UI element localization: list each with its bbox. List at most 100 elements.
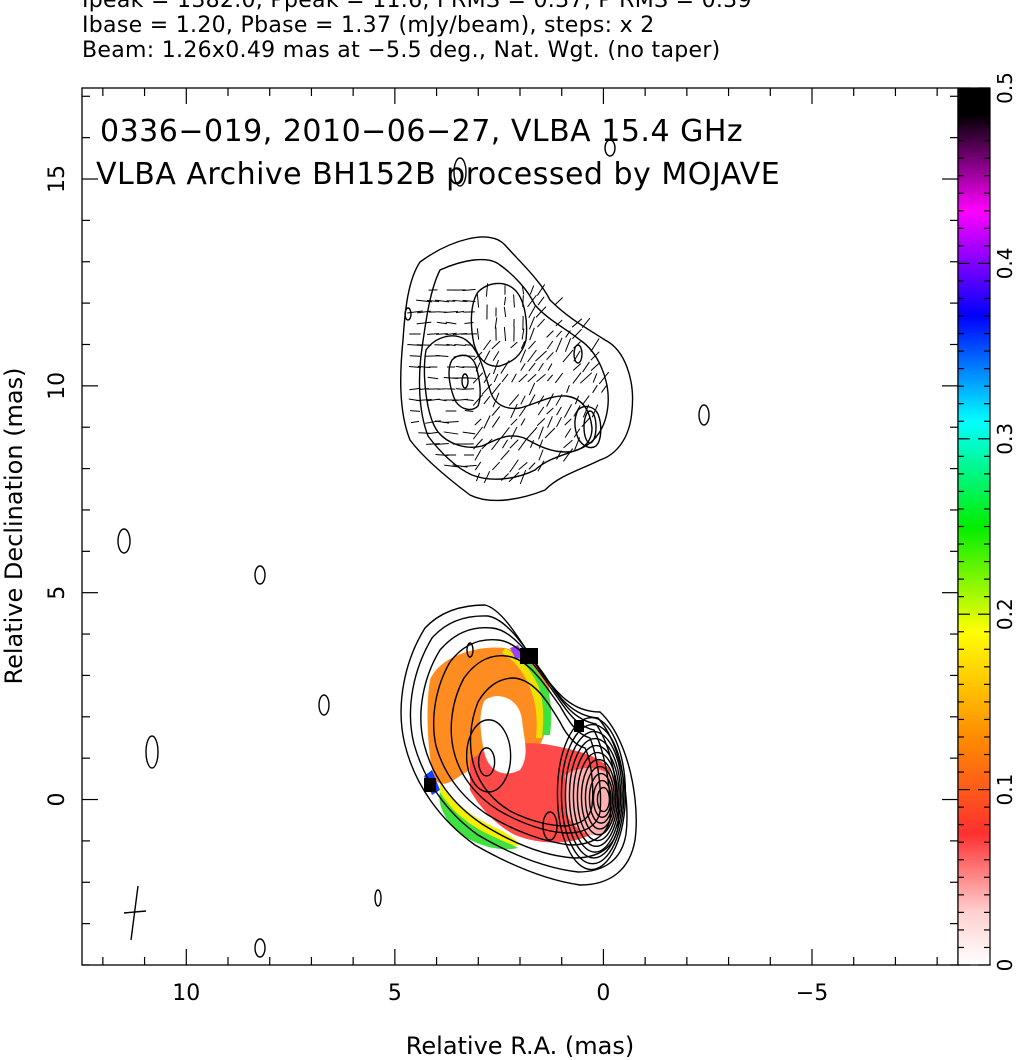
header-line-3: Beam: 1.26x0.49 mas at −5.5 deg., Nat. W… — [82, 38, 721, 63]
evpa-vector — [435, 442, 449, 446]
evpa-vector — [426, 398, 440, 402]
evpa-vector — [518, 437, 528, 451]
evpa-vector — [562, 349, 574, 363]
header-line-2: Ibase = 1.20, Pbase = 1.37 (mJy/beam), s… — [82, 13, 655, 38]
evpa-vector — [483, 415, 491, 429]
evpa-vector — [590, 338, 600, 352]
y-axis-ticks — [82, 95, 958, 966]
evpa-vector — [546, 330, 554, 338]
evpa-vector — [444, 311, 458, 313]
jet-knot-contour — [465, 719, 512, 793]
evpa-vector — [510, 403, 518, 419]
evpa-vector — [482, 339, 492, 351]
evpa-vector — [410, 420, 420, 424]
total-intensity-contours — [117, 139, 710, 958]
y-tick-label: 5 — [45, 586, 70, 600]
noise-contour — [404, 307, 412, 321]
evpa-vector — [563, 404, 573, 418]
evpa-vector — [417, 365, 431, 369]
evpa-vector — [483, 372, 491, 384]
evpa-vector — [475, 362, 481, 372]
evpa-vector — [485, 283, 489, 297]
evpa-vector — [528, 394, 536, 406]
evpa-vector — [537, 460, 545, 472]
evpa-vector — [509, 459, 519, 473]
evpa-vector — [592, 384, 598, 394]
evpa-vector — [573, 405, 581, 417]
evpa-vector — [537, 406, 545, 416]
evpa-vector — [536, 284, 546, 296]
x-tick-label: −5 — [796, 981, 828, 1006]
evpa-vector — [416, 398, 432, 402]
x-tick-label: 10 — [172, 981, 200, 1006]
evpa-vector — [409, 355, 421, 357]
evpa-vector — [501, 439, 509, 449]
evpa-vector — [582, 404, 590, 418]
evpa-vector — [556, 450, 562, 460]
core-contour — [572, 744, 620, 848]
evpa-vector — [554, 372, 564, 384]
evpa-vector — [529, 439, 535, 449]
northern-component-contour — [574, 405, 602, 449]
evpa-vector — [443, 431, 459, 435]
noise-contour — [254, 565, 266, 585]
x-axis-ticks — [102, 88, 938, 965]
evpa-vector — [464, 399, 474, 401]
evpa-vector — [526, 426, 538, 440]
colorbar-tick-label: 0.1 — [993, 774, 1017, 806]
evpa-vector — [492, 351, 500, 361]
evpa-vector — [519, 469, 527, 485]
evpa-vector — [462, 377, 476, 379]
evpa-vector — [492, 392, 500, 408]
northern-component-contour — [423, 335, 593, 453]
evpa-vector — [555, 330, 563, 338]
evpa-vector — [582, 361, 590, 373]
evpa-vector — [572, 363, 582, 371]
evpa-vector — [409, 387, 421, 391]
plot-title-line-1: 0336−019, 2010−06−27, VLBA 15.4 GHz — [100, 114, 743, 149]
evpa-vector — [562, 448, 574, 462]
noise-contour — [145, 735, 159, 769]
evpa-vector — [537, 395, 545, 405]
evpa-vector — [407, 310, 423, 314]
evpa-vector — [462, 299, 476, 303]
evpa-vector — [527, 373, 537, 383]
evpa-vector — [555, 394, 563, 406]
evpa-vector — [501, 473, 509, 481]
evpa-vector — [564, 418, 572, 426]
evpa-vector — [581, 317, 591, 329]
evpa-vector — [491, 340, 501, 350]
evpa-vector — [461, 464, 477, 468]
evpa-vector — [483, 470, 491, 484]
evpa-vector — [474, 449, 482, 461]
evpa-vector — [476, 294, 480, 308]
evpa-vector — [426, 333, 440, 335]
evpa-vector — [491, 382, 501, 396]
evpa-vector — [573, 341, 581, 349]
evpa-vector — [555, 337, 563, 353]
colorbar-tick-label: 0.4 — [993, 247, 1017, 279]
core-contour — [564, 730, 623, 859]
evpa-vector — [566, 385, 570, 393]
evpa-vector — [473, 351, 483, 361]
evpa-vector — [546, 374, 554, 382]
y-axis-label: Relative Declination (mas) — [0, 367, 28, 684]
northern-component-contour — [418, 258, 609, 480]
evpa-vector — [547, 416, 553, 428]
evpa-vector — [528, 462, 536, 470]
evpa-vector — [529, 327, 535, 341]
evpa-vector — [481, 383, 493, 395]
evpa-vector — [500, 360, 510, 374]
evpa-vector — [518, 461, 528, 471]
evpa-vector — [462, 288, 476, 292]
evpa-vector — [475, 472, 481, 482]
jet-envelope-contour — [433, 639, 612, 846]
evpa-vector — [572, 372, 582, 384]
evpa-vector — [528, 362, 536, 372]
evpa-vector — [462, 431, 476, 435]
northern-component-contour — [470, 282, 528, 367]
evpa-vector — [522, 295, 524, 307]
evpa-vector — [483, 395, 491, 405]
evpa-vector — [410, 410, 420, 412]
